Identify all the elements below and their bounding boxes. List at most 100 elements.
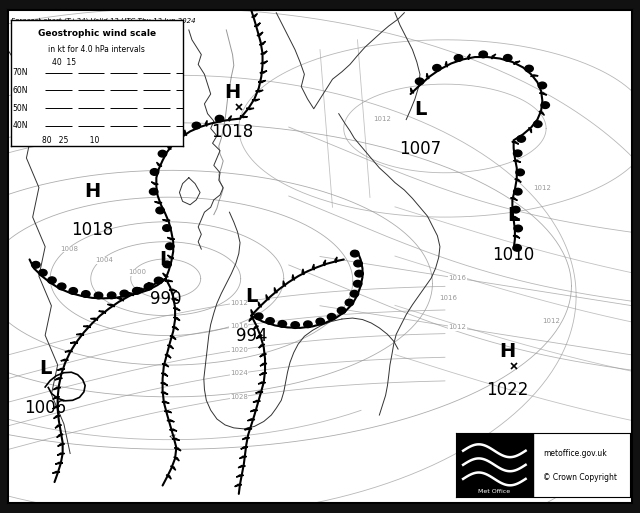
Polygon shape: [117, 298, 124, 301]
Text: L: L: [159, 250, 172, 269]
Polygon shape: [260, 354, 266, 357]
Polygon shape: [283, 281, 285, 286]
Circle shape: [150, 188, 158, 195]
Text: 1000: 1000: [129, 269, 147, 275]
Polygon shape: [540, 93, 547, 95]
Polygon shape: [58, 368, 65, 370]
Polygon shape: [259, 344, 265, 348]
Circle shape: [355, 270, 364, 277]
Polygon shape: [260, 61, 268, 64]
Polygon shape: [240, 116, 248, 117]
Text: 1020: 1020: [230, 347, 248, 353]
Text: 1016: 1016: [439, 295, 457, 301]
Text: 1008: 1008: [60, 246, 78, 252]
Polygon shape: [173, 318, 180, 321]
Text: 1006: 1006: [24, 399, 66, 417]
Polygon shape: [166, 475, 172, 479]
Polygon shape: [54, 416, 60, 419]
Polygon shape: [165, 280, 173, 282]
Circle shape: [513, 188, 522, 195]
Circle shape: [255, 313, 263, 320]
Circle shape: [350, 290, 358, 297]
Circle shape: [291, 322, 300, 328]
Polygon shape: [170, 336, 176, 340]
Polygon shape: [151, 182, 158, 185]
Polygon shape: [172, 327, 179, 330]
Text: H: H: [225, 83, 241, 102]
Polygon shape: [323, 260, 326, 266]
Circle shape: [525, 65, 533, 72]
Polygon shape: [236, 475, 244, 477]
Circle shape: [192, 122, 200, 129]
Polygon shape: [249, 317, 254, 322]
Circle shape: [108, 292, 116, 299]
Polygon shape: [275, 287, 277, 293]
Polygon shape: [57, 434, 63, 438]
Circle shape: [351, 250, 359, 257]
Polygon shape: [529, 127, 531, 133]
Polygon shape: [312, 264, 314, 270]
Circle shape: [327, 313, 336, 320]
Polygon shape: [266, 294, 269, 300]
Polygon shape: [426, 73, 429, 79]
Text: 1016: 1016: [230, 323, 248, 329]
Polygon shape: [168, 345, 173, 349]
Circle shape: [316, 318, 324, 325]
Polygon shape: [155, 202, 162, 204]
Polygon shape: [167, 144, 172, 149]
Polygon shape: [253, 401, 260, 402]
Polygon shape: [254, 23, 260, 27]
Polygon shape: [253, 326, 259, 330]
Polygon shape: [260, 51, 267, 54]
Polygon shape: [148, 283, 154, 286]
Polygon shape: [258, 81, 266, 83]
Text: 1004: 1004: [95, 258, 113, 264]
Circle shape: [304, 321, 312, 328]
Circle shape: [534, 121, 542, 127]
Polygon shape: [242, 438, 250, 440]
Circle shape: [156, 207, 164, 214]
Circle shape: [166, 243, 174, 249]
Circle shape: [513, 245, 522, 251]
Circle shape: [158, 150, 166, 157]
Polygon shape: [138, 288, 144, 291]
Circle shape: [144, 283, 153, 290]
Polygon shape: [83, 326, 91, 327]
Circle shape: [541, 102, 549, 108]
Text: 1016: 1016: [449, 275, 467, 281]
Polygon shape: [161, 383, 168, 385]
Text: 1018: 1018: [71, 222, 113, 240]
Circle shape: [154, 277, 163, 284]
Polygon shape: [172, 299, 179, 301]
Circle shape: [82, 291, 90, 298]
Polygon shape: [445, 61, 447, 67]
Circle shape: [215, 115, 224, 122]
Polygon shape: [250, 410, 258, 411]
Text: 1022: 1022: [486, 382, 529, 400]
Polygon shape: [511, 216, 518, 219]
Circle shape: [58, 283, 66, 290]
Text: 1010: 1010: [493, 246, 535, 264]
Circle shape: [266, 318, 275, 324]
Circle shape: [517, 135, 525, 142]
Polygon shape: [246, 108, 254, 110]
Polygon shape: [58, 444, 65, 446]
Text: L: L: [245, 287, 257, 306]
Polygon shape: [241, 447, 248, 449]
Polygon shape: [531, 75, 538, 76]
Polygon shape: [173, 308, 180, 311]
Text: H: H: [84, 182, 100, 201]
Text: L: L: [413, 100, 426, 119]
Polygon shape: [411, 88, 414, 93]
Text: H: H: [499, 342, 515, 361]
Polygon shape: [205, 121, 207, 126]
Text: 1018: 1018: [211, 123, 253, 141]
Polygon shape: [492, 54, 496, 59]
Polygon shape: [515, 179, 521, 182]
Text: 1012: 1012: [374, 115, 392, 122]
Polygon shape: [235, 484, 242, 487]
Polygon shape: [76, 333, 84, 335]
Polygon shape: [61, 359, 68, 361]
Polygon shape: [251, 309, 255, 315]
Polygon shape: [255, 391, 263, 393]
